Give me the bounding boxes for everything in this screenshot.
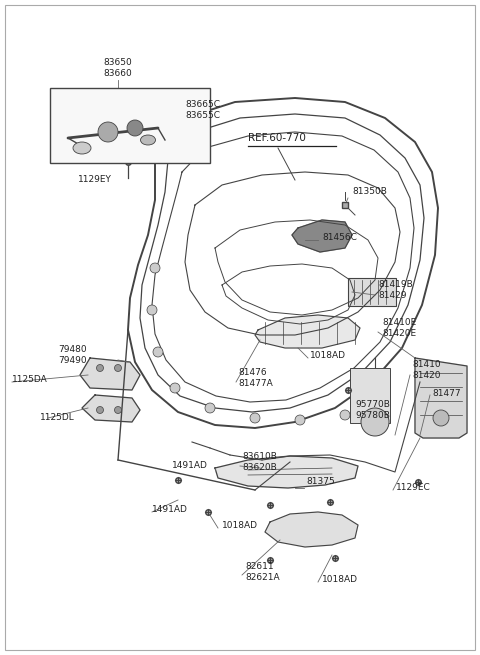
Circle shape [205, 403, 215, 413]
Circle shape [96, 407, 104, 413]
Text: REF.60-770: REF.60-770 [248, 133, 306, 143]
Circle shape [96, 364, 104, 371]
Bar [348, 278, 396, 306]
Bar [350, 368, 390, 423]
Circle shape [147, 305, 157, 315]
Text: 81350B: 81350B [352, 187, 387, 196]
Text: 81410
81420: 81410 81420 [412, 360, 441, 380]
Polygon shape [292, 220, 352, 252]
Text: 81375: 81375 [306, 477, 335, 487]
Text: 1129EY: 1129EY [78, 176, 112, 185]
Circle shape [170, 383, 180, 393]
Ellipse shape [73, 142, 91, 154]
Polygon shape [415, 358, 467, 438]
Text: 1491AD: 1491AD [172, 462, 208, 470]
Text: 1491AD: 1491AD [152, 506, 188, 514]
Circle shape [361, 408, 389, 436]
Text: 83665C
83655C: 83665C 83655C [185, 100, 220, 120]
Text: 82611
82621A: 82611 82621A [245, 562, 280, 582]
Bar [50, 88, 210, 163]
Text: 83610B
83620B: 83610B 83620B [242, 453, 277, 472]
Text: 95770B
95780B: 95770B 95780B [355, 400, 390, 420]
Circle shape [340, 410, 350, 420]
Circle shape [127, 120, 143, 136]
Text: 79480
79490: 79480 79490 [58, 345, 86, 365]
Text: 1125DL: 1125DL [40, 413, 75, 422]
Circle shape [150, 263, 160, 273]
Circle shape [433, 410, 449, 426]
Text: 81410E
81420E: 81410E 81420E [382, 318, 416, 338]
Text: 1125DA: 1125DA [12, 375, 48, 384]
Text: 81456C: 81456C [322, 233, 357, 242]
Polygon shape [255, 315, 360, 348]
Text: 83650
83660: 83650 83660 [104, 58, 132, 78]
Text: 81477: 81477 [432, 388, 461, 398]
Circle shape [98, 122, 118, 142]
Text: 81419B
81429: 81419B 81429 [378, 280, 413, 300]
Circle shape [115, 364, 121, 371]
Circle shape [115, 407, 121, 413]
Circle shape [153, 347, 163, 357]
Polygon shape [80, 358, 140, 390]
Circle shape [377, 393, 387, 403]
Text: 1018AD: 1018AD [222, 521, 258, 529]
Text: 81476
81477A: 81476 81477A [238, 368, 273, 388]
Text: 1018AD: 1018AD [310, 350, 346, 360]
Circle shape [250, 413, 260, 423]
Text: 1129EC: 1129EC [396, 483, 431, 493]
Polygon shape [215, 456, 358, 488]
Polygon shape [82, 395, 140, 422]
Polygon shape [265, 512, 358, 547]
Circle shape [295, 415, 305, 425]
Text: 1018AD: 1018AD [322, 576, 358, 584]
Ellipse shape [141, 135, 156, 145]
